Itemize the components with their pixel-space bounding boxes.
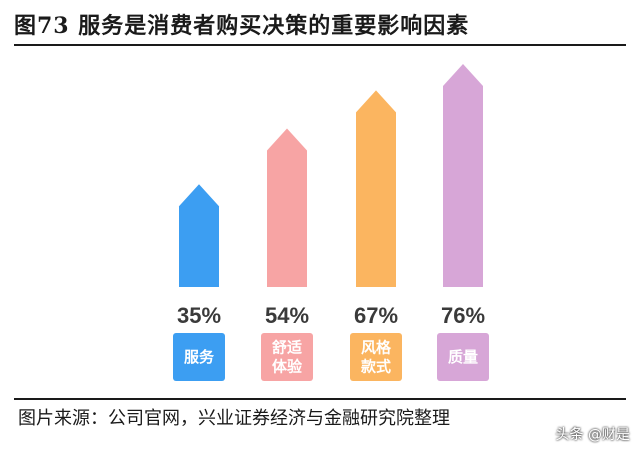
value-label-3: 67% [354, 303, 398, 328]
bar-2 [267, 128, 307, 287]
source-note: 图片来源：公司官网，兴业证券经济与金融研究院整理 [18, 408, 450, 429]
bar-3 [356, 90, 396, 287]
bar-4 [443, 64, 483, 287]
watermark: 头条 @财是 [555, 427, 630, 443]
value-label-4: 76% [441, 303, 485, 328]
category-box-1 [173, 333, 225, 381]
category-box-3 [350, 333, 402, 381]
category-label-2: 舒适体验 [272, 339, 303, 376]
category-label-3: 风格款式 [361, 339, 392, 376]
value-label-2: 54% [265, 303, 309, 328]
bar-1 [179, 184, 219, 287]
page-title: 图73 服务是消费者购买决策的重要影响因素 [14, 13, 470, 39]
category-label-4: 质量 [448, 348, 478, 366]
category-box-4 [437, 333, 489, 381]
title-divider [14, 44, 626, 46]
category-label-1: 服务 [184, 348, 215, 366]
source-divider [14, 398, 626, 400]
category-box-2 [261, 333, 313, 381]
value-label-1: 35% [177, 303, 221, 328]
